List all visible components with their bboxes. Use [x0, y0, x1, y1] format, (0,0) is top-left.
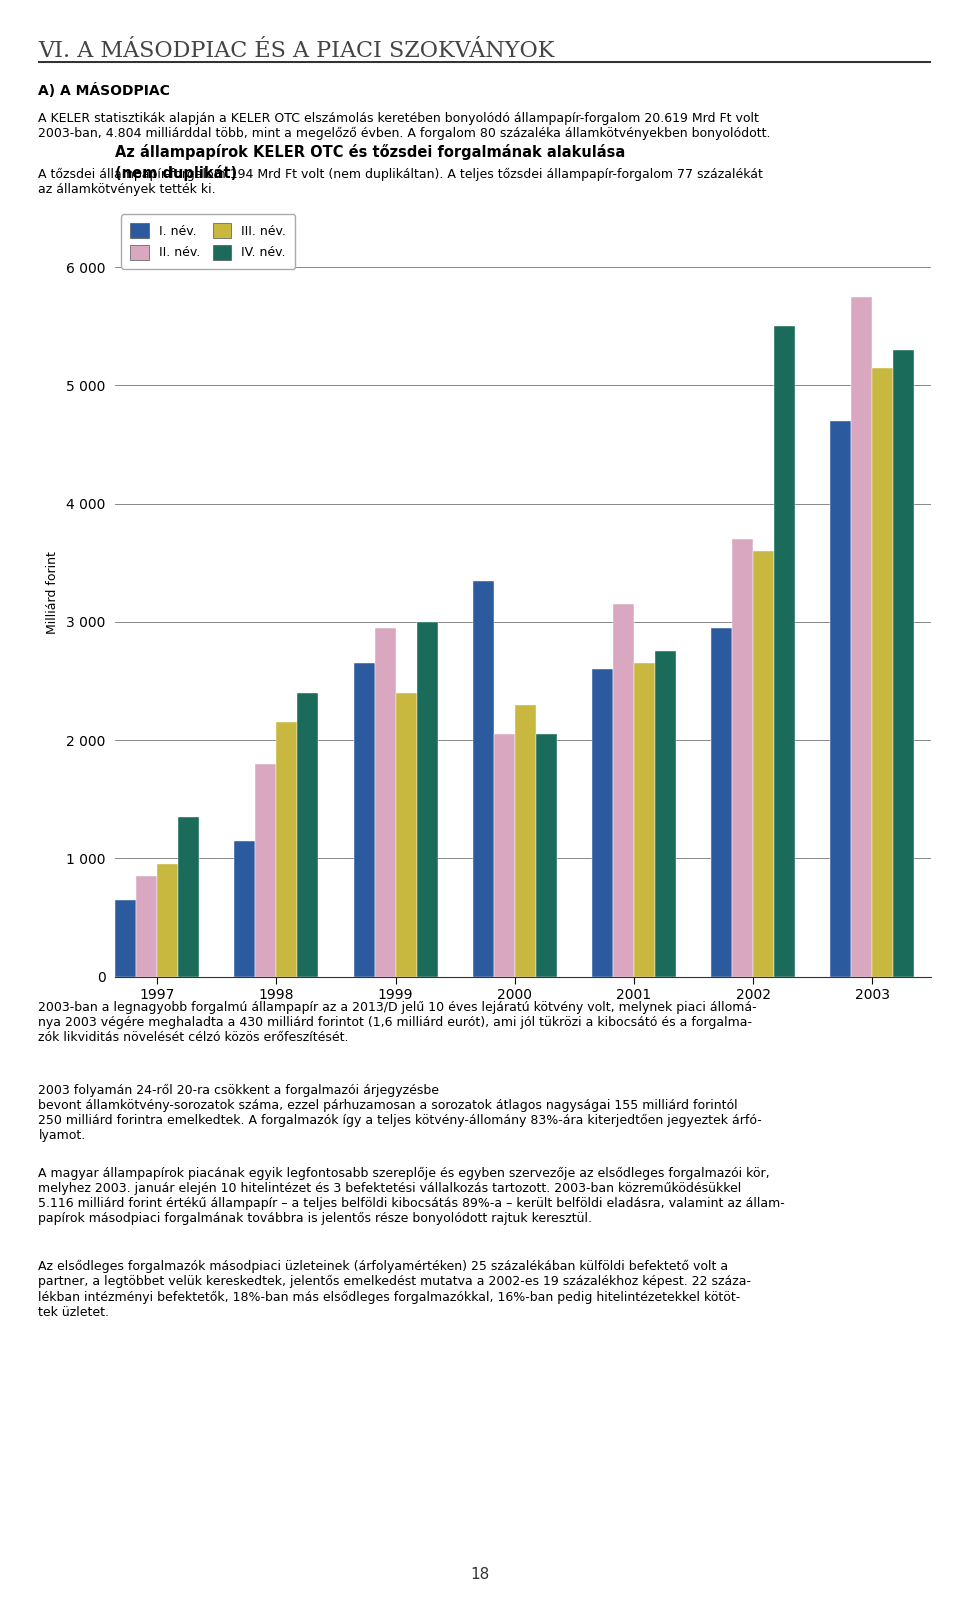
Bar — [830, 421, 852, 977]
Bar — [115, 900, 136, 977]
Bar — [472, 581, 493, 977]
Text: (nem duplikát): (nem duplikát) — [115, 165, 237, 181]
Text: 2003-ban a legnagyobb forgalmú állampapír az a 2013/D jelű 10 éves lejáratú kötv: 2003-ban a legnagyobb forgalmú állampapí… — [38, 1001, 757, 1044]
Text: 2003 folyamán 24-ről 20-ra csökkent a forgalmazói árjegyzésbe
bevont államkötvén: 2003 folyamán 24-ről 20-ra csökkent a fo… — [38, 1084, 762, 1142]
Bar — [873, 368, 894, 977]
Bar — [754, 551, 774, 977]
Bar — [417, 621, 438, 977]
Bar — [592, 669, 612, 977]
Legend: I. név., II. név., III. név., IV. név.: I. név., II. név., III. név., IV. név. — [122, 215, 295, 269]
Text: A tőzsdei állampapír-forgalom 194 Mrd Ft volt (nem duplikáltan). A teljes tőzsde: A tőzsdei állampapír-forgalom 194 Mrd Ft… — [38, 168, 763, 197]
Bar — [396, 693, 417, 977]
Text: Az állampapírok KELER OTC és tőzsdei forgalmának alakulása: Az állampapírok KELER OTC és tőzsdei for… — [115, 144, 626, 160]
Text: VI. A MÁSODPIAC ÉS A PIACI SZOKVÁNYOK: VI. A MÁSODPIAC ÉS A PIACI SZOKVÁNYOK — [38, 40, 555, 62]
Bar — [353, 663, 374, 977]
Bar — [234, 841, 255, 977]
Text: Az elsődleges forgalmazók másodpiaci üzleteinek (árfolyamértéken) 25 százalékába: Az elsődleges forgalmazók másodpiaci üzl… — [38, 1260, 752, 1319]
Bar — [255, 764, 276, 977]
Bar — [157, 865, 179, 977]
Bar — [374, 628, 396, 977]
Bar — [515, 704, 536, 977]
Bar — [612, 604, 634, 977]
Bar — [298, 693, 319, 977]
Bar — [711, 628, 732, 977]
Bar — [634, 663, 655, 977]
Text: 18: 18 — [470, 1567, 490, 1582]
Text: A KELER statisztikák alapján a KELER OTC elszámolás keretében bonyolódó állampap: A KELER statisztikák alapján a KELER OTC… — [38, 112, 771, 141]
Bar — [852, 296, 873, 977]
Bar — [276, 722, 298, 977]
Text: A magyar állampapírok piacának egyik legfontosabb szereplője és egyben szervezőj: A magyar állampapírok piacának egyik leg… — [38, 1167, 785, 1225]
Bar — [655, 652, 676, 977]
Bar — [894, 351, 914, 977]
Bar — [179, 817, 200, 977]
Text: A) A MÁSODPIAC: A) A MÁSODPIAC — [38, 83, 170, 98]
Bar — [493, 735, 515, 977]
Bar — [136, 876, 157, 977]
Y-axis label: Milliárd forint: Milliárd forint — [46, 551, 59, 634]
Bar — [732, 540, 754, 977]
Bar — [774, 327, 795, 977]
Bar — [536, 735, 557, 977]
